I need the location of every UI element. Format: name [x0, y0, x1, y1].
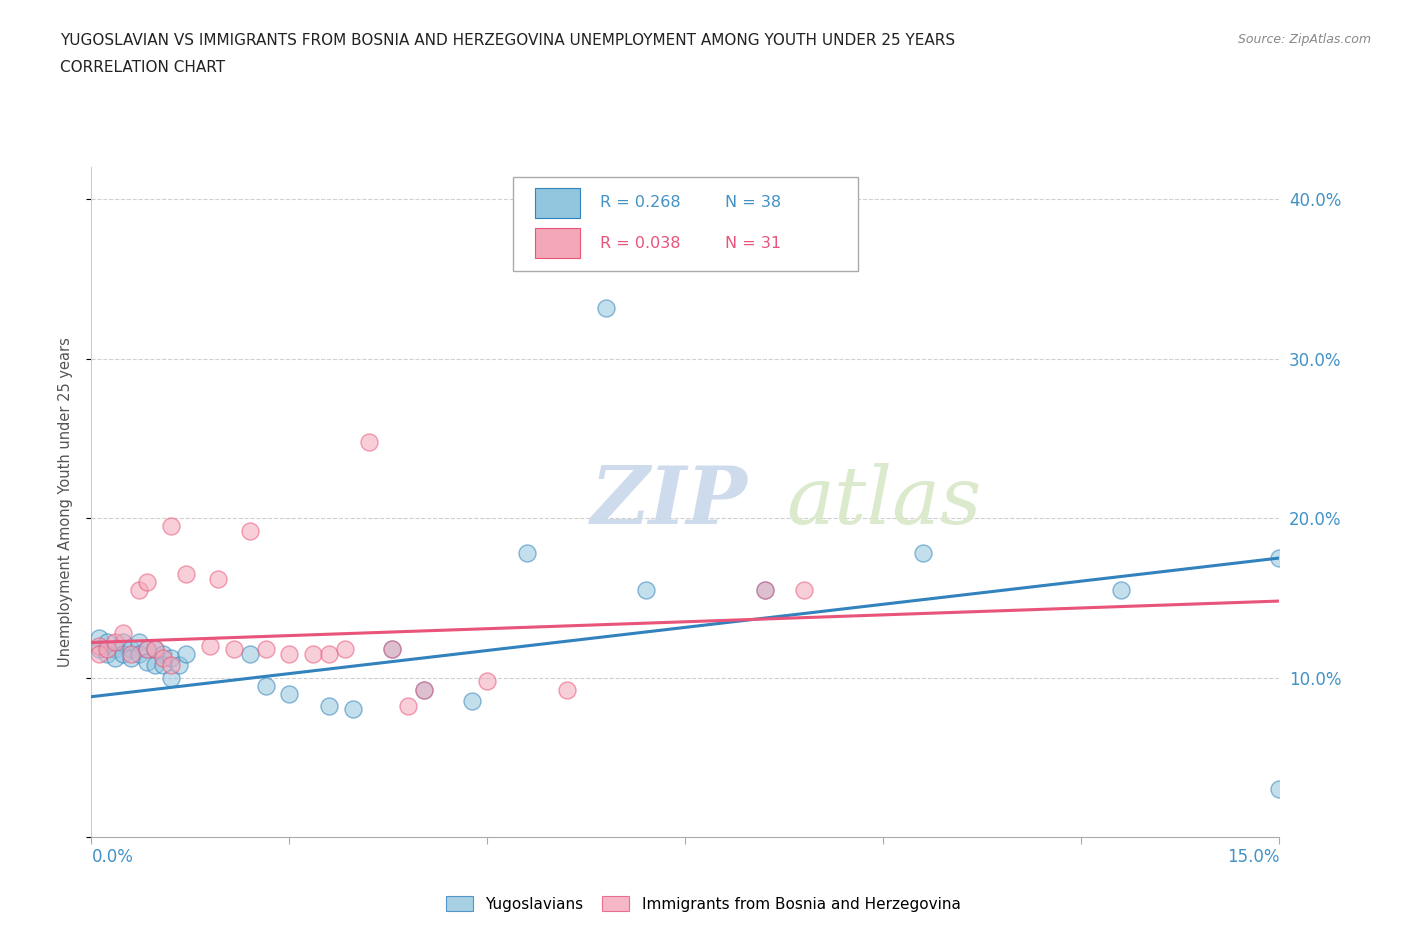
Text: Source: ZipAtlas.com: Source: ZipAtlas.com [1237, 33, 1371, 46]
Text: R = 0.038: R = 0.038 [600, 235, 681, 250]
Point [143, 642, 166, 657]
Text: 15.0%: 15.0% [1227, 848, 1279, 866]
Legend: Yugoslavians, Immigrants from Bosnia and Herzegovina: Yugoslavians, Immigrants from Bosnia and… [440, 889, 966, 918]
Point [159, 658, 181, 672]
Point [96, 642, 118, 657]
Point [89, 646, 111, 661]
Text: 0.0%: 0.0% [91, 848, 134, 866]
Point [176, 646, 198, 661]
Point [89, 642, 111, 657]
Point [254, 642, 277, 657]
Point [167, 658, 190, 672]
Text: YUGOSLAVIAN VS IMMIGRANTS FROM BOSNIA AND HERZEGOVINA UNEMPLOYMENT AMONG YOUTH U: YUGOSLAVIAN VS IMMIGRANTS FROM BOSNIA AN… [60, 33, 956, 47]
Point [357, 434, 380, 449]
Point [128, 646, 150, 661]
Point [120, 651, 142, 666]
Point [254, 678, 277, 693]
Point [135, 654, 157, 669]
Point [112, 646, 135, 661]
Point [413, 683, 436, 698]
Point [396, 698, 419, 713]
Point [96, 646, 118, 661]
Text: N = 31: N = 31 [724, 235, 780, 250]
Point [1268, 551, 1291, 565]
Text: R = 0.268: R = 0.268 [600, 195, 681, 210]
Point [239, 524, 262, 538]
Point [104, 651, 127, 666]
Point [460, 694, 482, 709]
Point [318, 646, 340, 661]
Point [135, 642, 157, 657]
Point [278, 686, 301, 701]
Point [152, 651, 174, 666]
Point [239, 646, 262, 661]
Point [159, 519, 181, 534]
Point [595, 300, 617, 315]
Point [104, 642, 127, 657]
Point [128, 635, 150, 650]
Y-axis label: Unemployment Among Youth under 25 years: Unemployment Among Youth under 25 years [58, 338, 73, 667]
Point [1268, 782, 1291, 797]
Point [128, 582, 150, 597]
Text: N = 38: N = 38 [724, 195, 780, 210]
Text: ZIP: ZIP [591, 463, 747, 541]
Point [1109, 582, 1132, 597]
Point [381, 642, 404, 657]
Point [96, 635, 118, 650]
Point [318, 698, 340, 713]
Point [333, 642, 356, 657]
Point [516, 546, 538, 561]
Point [634, 582, 657, 597]
Point [176, 566, 198, 581]
Text: CORRELATION CHART: CORRELATION CHART [60, 60, 225, 75]
Point [159, 671, 181, 685]
Point [302, 646, 325, 661]
Point [477, 673, 499, 688]
Point [120, 642, 142, 657]
Point [143, 658, 166, 672]
Point [555, 683, 578, 698]
Point [112, 626, 135, 641]
Point [911, 546, 934, 561]
Point [207, 571, 229, 586]
Point [135, 575, 157, 590]
Point [159, 651, 181, 666]
FancyBboxPatch shape [534, 229, 579, 258]
Point [413, 683, 436, 698]
Point [381, 642, 404, 657]
FancyBboxPatch shape [513, 178, 858, 272]
Point [89, 631, 111, 645]
Point [112, 635, 135, 650]
Point [754, 582, 776, 597]
Point [793, 582, 815, 597]
Point [342, 702, 364, 717]
Text: atlas: atlas [786, 463, 981, 541]
Point [120, 646, 142, 661]
Point [89, 638, 111, 653]
Point [222, 642, 245, 657]
Point [104, 635, 127, 650]
Point [152, 646, 174, 661]
Point [135, 642, 157, 657]
Point [278, 646, 301, 661]
Point [754, 582, 776, 597]
Point [200, 638, 222, 653]
FancyBboxPatch shape [534, 188, 579, 218]
Point [143, 642, 166, 657]
Point [152, 658, 174, 672]
